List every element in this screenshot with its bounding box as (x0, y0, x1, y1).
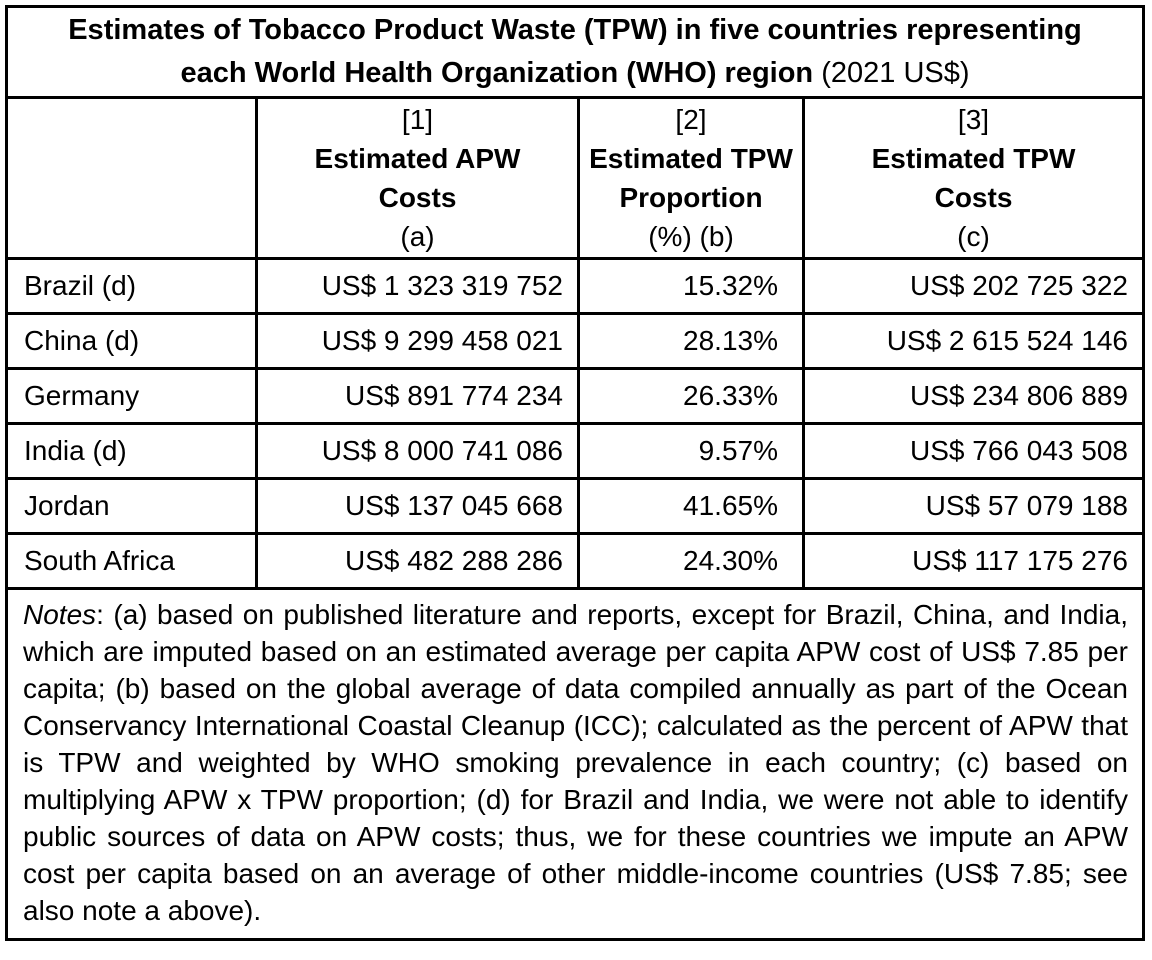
apw-cost-cell: US$ 137 045 668 (255, 477, 580, 535)
country-cell: China (d) (5, 312, 258, 370)
country-cell: South Africa (5, 532, 258, 590)
table-container: Estimates of Tobacco Product Waste (TPW)… (5, 5, 1145, 941)
country-cell: Jordan (5, 477, 258, 535)
header-col3-name-line1: Estimated TPW (871, 143, 1076, 174)
header-col1-ref: [1] (401, 104, 434, 135)
tpw-cost-cell: US$ 202 725 322 (802, 257, 1145, 315)
header-tpw-proportion: [2] Estimated TPW Proportion (%) (b) (577, 96, 805, 260)
table-row-india: India (d) US$ 8 000 741 086 9.57% US$ 76… (5, 422, 1145, 480)
header-row: [1] Estimated APW Costs (a) [2] Estimate… (5, 96, 1145, 260)
tpw-cost-cell: US$ 766 043 508 (802, 422, 1145, 480)
header-col3-ref: [3] (957, 104, 990, 135)
title-row: Estimates of Tobacco Product Waste (TPW)… (5, 5, 1145, 99)
notes-label: Notes (23, 599, 97, 630)
header-col2-ref: [2] (675, 104, 707, 135)
tpw-estimates-table: Estimates of Tobacco Product Waste (TPW)… (5, 5, 1145, 941)
tpw-cost-cell: US$ 234 806 889 (802, 367, 1145, 425)
title-line2-bold: each World Health Organization (WHO) reg… (180, 57, 814, 89)
table-title: Estimates of Tobacco Product Waste (TPW)… (5, 5, 1145, 99)
tpw-proportion-cell: 9.57% (577, 422, 805, 480)
tpw-proportion-cell: 26.33% (577, 367, 805, 425)
header-col1-sub: (a) (400, 221, 435, 252)
tpw-proportion-cell: 28.13% (577, 312, 805, 370)
apw-cost-cell: US$ 9 299 458 021 (255, 312, 580, 370)
header-col3-name-line2: Costs (934, 182, 1013, 213)
apw-cost-cell: US$ 891 774 234 (255, 367, 580, 425)
apw-cost-cell: US$ 8 000 741 086 (255, 422, 580, 480)
header-col1-name-line2: Costs (378, 182, 457, 213)
tpw-proportion-cell: 41.65% (577, 477, 805, 535)
country-cell: Brazil (d) (5, 257, 258, 315)
country-cell: India (d) (5, 422, 258, 480)
header-col3-sub: (c) (957, 221, 990, 252)
tpw-cost-cell: US$ 2 615 524 146 (802, 312, 1145, 370)
title-line2-tail: (2021 US$) (813, 57, 970, 89)
header-tpw-costs: [3] Estimated TPW Costs (c) (802, 96, 1145, 260)
tpw-cost-cell: US$ 57 079 188 (802, 477, 1145, 535)
table-row-germany: Germany US$ 891 774 234 26.33% US$ 234 8… (5, 367, 1145, 425)
title-line-1: Estimates of Tobacco Product Waste (TPW)… (8, 9, 1142, 52)
table-row-jordan: Jordan US$ 137 045 668 41.65% US$ 57 079… (5, 477, 1145, 535)
country-cell: Germany (5, 367, 258, 425)
title-line-2: each World Health Organization (WHO) reg… (8, 52, 1142, 95)
table-notes: Notes: (a) based on published literature… (5, 587, 1145, 941)
apw-cost-cell: US$ 482 288 286 (255, 532, 580, 590)
table-row-south-africa: South Africa US$ 482 288 286 24.30% US$ … (5, 532, 1145, 590)
notes-row: Notes: (a) based on published literature… (5, 587, 1145, 941)
header-col1-name-line1: Estimated APW (314, 143, 521, 174)
apw-cost-cell: US$ 1 323 319 752 (255, 257, 580, 315)
header-apw-costs: [1] Estimated APW Costs (a) (255, 96, 580, 260)
notes-body: : (a) based on published literature and … (23, 599, 1128, 926)
header-col2-sub: (%) (b) (648, 221, 734, 252)
tpw-proportion-cell: 15.32% (577, 257, 805, 315)
title-line1-text: Estimates of Tobacco Product Waste (TPW)… (68, 14, 1082, 46)
header-col2-name-line1: Estimated TPW (589, 143, 793, 174)
table-row-china: China (d) US$ 9 299 458 021 28.13% US$ 2… (5, 312, 1145, 370)
tpw-proportion-cell: 24.30% (577, 532, 805, 590)
table-row-brazil: Brazil (d) US$ 1 323 319 752 15.32% US$ … (5, 257, 1145, 315)
header-empty-cell (5, 96, 258, 260)
header-col2-name-line2: Proportion (619, 182, 763, 213)
tpw-cost-cell: US$ 117 175 276 (802, 532, 1145, 590)
